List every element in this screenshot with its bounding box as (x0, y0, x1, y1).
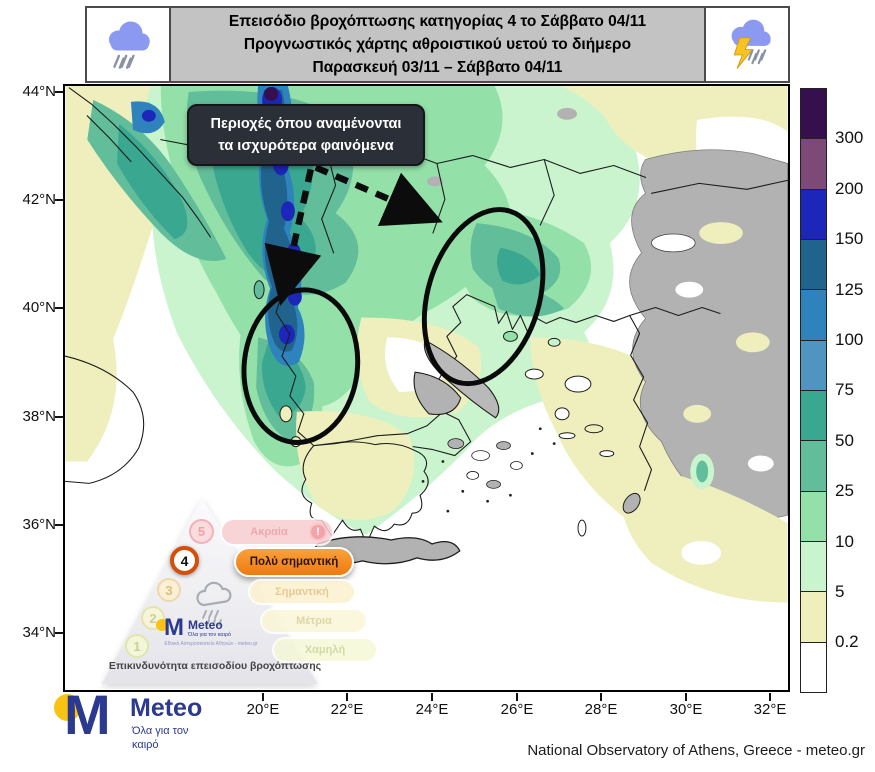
risk-level-3-pill: Σημαντική (248, 579, 356, 605)
colorbar-tick-label: 200 (835, 179, 864, 198)
colorbar-tick-label: 5 (835, 582, 845, 601)
risk-level-2-pill: Μέτρια (260, 608, 368, 634)
risk-level-4-pill: Πολύ σημαντική (234, 547, 354, 577)
meteo-logo-dot (54, 694, 81, 721)
lat-label: 34°N (22, 624, 56, 641)
meteo-logo-m: M (64, 683, 111, 746)
header-line-3: Παρασκευή 03/11 – Σάββατο 04/11 (312, 59, 563, 77)
meteo-logo-dot (156, 619, 168, 631)
colorbar-segment (801, 89, 826, 140)
annotation-line-2: τα ισχυρότερα φαινόμενα (218, 138, 394, 154)
colorbar-tick-label: 300 (835, 128, 864, 147)
lon-label: 28°E (584, 701, 618, 718)
lat-tick (55, 524, 63, 526)
lon-label: 20°E (246, 701, 280, 718)
lon-tick (600, 693, 602, 701)
lat-label: 42°N (22, 191, 56, 208)
colorbar-segment (801, 592, 826, 643)
coastlines (65, 87, 788, 545)
lat-tick (55, 632, 63, 634)
lat-label: 36°N (22, 516, 56, 533)
header-right-icon-box (704, 8, 788, 81)
risk-level-1-pill: Χαμηλή (272, 637, 378, 663)
risk-level-1-number: 1 (125, 634, 149, 658)
lon-label: 26°E (500, 701, 534, 718)
pyramid-triangle (102, 498, 318, 684)
colorbar-tick-label: 0.2 (835, 632, 859, 651)
lat-tick (55, 199, 63, 201)
precipitation-colorbar (800, 88, 827, 693)
rain-cloud-icon (108, 20, 150, 69)
colorbar-tick-label: 150 (835, 229, 864, 248)
annotation-box: Περιοχές όπου αναμένονται τα ισχυρότερα … (187, 104, 425, 166)
colorbar-segment (801, 491, 826, 542)
colorbar-segment (801, 441, 826, 492)
risk-level-4-number: 4 (170, 546, 199, 575)
risk-level-5-pill: Ακραία ! (220, 518, 334, 546)
lon-label: 22°E (330, 701, 364, 718)
lon-tick (346, 693, 348, 701)
colorbar-tick-label: 50 (835, 431, 854, 450)
lat-tick (55, 91, 63, 93)
meteo-footer-logo: M Meteo Όλα για τον καιρό (52, 683, 272, 766)
meteo-org-line: Εθνικό Αστεροσκοπείο Αθηνών - meteo.gr (164, 640, 258, 647)
map-canvas: Περιοχές όπου αναμένονται τα ισχυρότερα … (63, 84, 790, 692)
alert-icon: ! (309, 523, 327, 541)
header-left-icon-box (87, 8, 171, 81)
rain-cloud-outline-icon (196, 581, 232, 626)
colorbar-segment (801, 340, 826, 391)
header-bar: Επεισόδιο βροχόπτωσης κατηγορίας 4 το Σά… (85, 6, 790, 83)
highlight-annotations (241, 164, 546, 445)
risk-legend-title: Επικινδυνότητα επεισοδίου βροχόπτωσης (108, 660, 322, 672)
lat-label: 38°N (22, 408, 56, 425)
lon-tick (262, 693, 264, 701)
colorbar-segment (801, 390, 826, 442)
colorbar-tick-label: 100 (835, 330, 864, 349)
lat-label: 44°N (22, 83, 56, 100)
attribution-text: National Observatory of Athens, Greece -… (527, 742, 865, 759)
lat-tick (55, 416, 63, 418)
colorbar-tick-label: 125 (835, 280, 864, 299)
meteo-brand: Meteo (188, 618, 223, 632)
meteo-brand: Meteo (130, 694, 203, 722)
meteo-logo-m: M (164, 614, 184, 641)
colorbar-tick-label: 75 (835, 380, 854, 399)
colorbar-segment (801, 189, 826, 240)
storm-cloud-icon (731, 19, 771, 69)
arrow-east (314, 164, 443, 227)
landmask-turkey (426, 107, 788, 603)
lon-label: 24°E (415, 701, 449, 718)
colorbar-segment (801, 541, 826, 593)
header-line-1: Επεισόδιο βροχόπτωσης κατηγορίας 4 το Σά… (228, 12, 647, 30)
lon-tick (431, 693, 433, 701)
lon-tick (516, 693, 518, 701)
meteo-tagline: Όλα για τον καιρό (188, 632, 232, 638)
lon-label: 32°E (753, 701, 787, 718)
colorbar-segment (801, 239, 826, 291)
lat-label: 40°N (22, 299, 56, 316)
risk-level-5-number: 5 (189, 519, 214, 544)
header-title-block: Επεισόδιο βροχόπτωσης κατηγορίας 4 το Σά… (171, 8, 704, 81)
meteo-mini-logo: M Meteo Όλα για τον καιρό Εθνικό Αστεροσ… (156, 614, 276, 647)
lon-tick (769, 693, 771, 701)
meteo-tagline: Όλα για τον καιρό (132, 725, 189, 752)
risk-pyramid-legend: 5 Ακραία ! 4 Πολύ σημαντική 3 Σημαντική … (100, 494, 400, 694)
arrow-west (264, 168, 322, 306)
highlight-ellipse-east (421, 207, 546, 387)
colorbar-tick-label: 10 (835, 532, 854, 551)
colorbar-tick-label: 25 (835, 481, 854, 500)
colorbar-segment (801, 642, 826, 692)
risk-level-2-number: 2 (141, 606, 165, 630)
annotation-line-1: Περιοχές όπου αναμένονται (210, 115, 402, 132)
lon-label: 30°E (669, 701, 703, 718)
colorbar-segment (801, 139, 826, 190)
header-line-2: Προγνωστικός χάρτης αθροιστικού υετού το… (243, 35, 632, 53)
lon-tick (685, 693, 687, 701)
risk-level-3-number: 3 (157, 578, 181, 602)
colorbar-segment (801, 290, 826, 341)
lat-tick (55, 307, 63, 309)
